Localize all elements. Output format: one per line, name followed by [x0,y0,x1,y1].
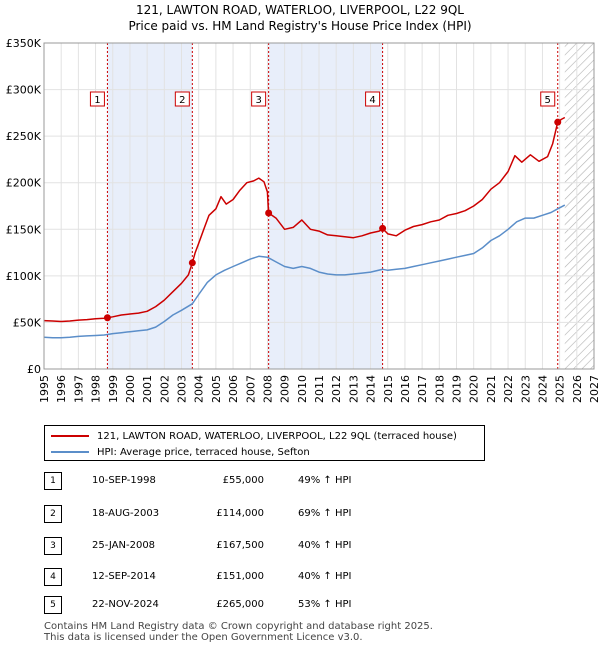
legend-item-property: 121, LAWTON ROAD, WATERLOO, LIVERPOOL, L… [51,428,457,444]
x-tick-label: 2017 [416,375,429,403]
x-tick-label: 2004 [193,375,206,403]
sale-price: £151,000 [216,571,264,582]
sale-price: £55,000 [222,475,264,486]
y-tick-label: £200K [6,177,42,190]
x-tick-label: 2026 [571,375,584,403]
table-row: 2 18-AUG-2003 £114,000 69% ↑ HPI [44,505,464,523]
sale-number-badge: 5 [44,596,62,614]
sale-hpi-change: 53% ↑ HPI [298,599,352,610]
x-tick-label: 2003 [176,375,189,403]
y-tick-label: £100K [6,270,42,283]
x-tick-label: 1999 [107,375,120,403]
sale-label: 3 [255,95,261,106]
x-tick-label: 2019 [451,375,464,403]
x-tick-label: 1995 [38,375,51,403]
y-tick-label: £50K [13,316,42,329]
x-tick-label: 2015 [382,375,395,403]
x-tick-label: 2007 [244,375,257,403]
sale-point [103,314,111,322]
y-tick-label: £0 [27,363,41,376]
sale-hpi-change: 69% ↑ HPI [298,508,352,519]
hpi-line [43,204,566,339]
x-tick-label: 2018 [433,375,446,403]
sale-price: £114,000 [216,508,264,519]
legend-label-property: 121, LAWTON ROAD, WATERLOO, LIVERPOOL, L… [97,430,457,442]
price-chart: 1 2 3 4 5 £0 £50K £100K £150K £200K £250K £300K £350… [6,37,600,403]
x-tick-label: 1997 [72,375,85,403]
x-tick-label: 2001 [141,375,154,403]
sale-number-badge: 1 [44,472,62,490]
x-tick-label: 2006 [227,375,240,403]
legend-item-hpi: HPI: Average price, terraced house, Seft… [51,444,310,460]
sale-point [188,259,196,267]
table-row: 5 22-NOV-2024 £265,000 53% ↑ HPI [44,596,464,614]
x-tick-label: 2020 [468,375,481,403]
sale-hpi-change: 40% ↑ HPI [298,540,352,551]
x-tick-label: 2027 [588,375,600,403]
sale-price: £167,500 [216,540,264,551]
x-tick-label: 2002 [158,375,171,403]
sale-date: 25-JAN-2008 [92,540,156,551]
x-tick-label: 2013 [347,375,360,403]
x-tick-label: 1996 [55,375,68,403]
shaded-period [268,43,383,369]
sale-point [379,224,387,232]
table-row: 4 12-SEP-2014 £151,000 40% ↑ HPI [44,568,464,586]
x-tick-label: 2005 [210,375,223,403]
sale-price: £265,000 [216,599,264,610]
x-tick-label: 2025 [554,375,567,403]
legend-label-hpi: HPI: Average price, terraced house, Seft… [97,446,310,458]
sale-label: 1 [94,95,100,106]
y-tick-label: £350K [6,37,42,50]
x-tick-label: 2012 [330,375,343,403]
chart-legend: 121, LAWTON ROAD, WATERLOO, LIVERPOOL, L… [44,425,485,461]
footer-licence: This data is licensed under the Open Gov… [44,632,363,643]
chart-subtitle: Price paid vs. HM Land Registry's House … [128,19,472,33]
sale-label-box [251,91,267,107]
sale-date: 12-SEP-2014 [92,571,156,582]
x-tick-label: 2024 [536,375,549,403]
y-tick-label: £250K [6,130,42,143]
table-row: 3 25-JAN-2008 £167,500 40% ↑ HPI [44,537,464,555]
sale-label-box [540,91,556,107]
sale-hpi-change: 49% ↑ HPI [298,475,352,486]
x-tick-label: 2009 [279,375,292,403]
x-tick-label: 2014 [365,375,378,403]
sale-number-badge: 4 [44,568,62,586]
footer-copyright: Contains HM Land Registry data © Crown c… [44,621,433,632]
chart-title: 121, LAWTON ROAD, WATERLOO, LIVERPOOL, L… [136,3,464,17]
x-tick-label: 2022 [502,375,515,403]
y-tick-label: £150K [6,223,42,236]
forecast-hatch [564,43,594,369]
legend-swatch-red [51,435,89,437]
sale-label-box [89,91,105,107]
x-tick-label: 2021 [485,375,498,403]
sale-number-badge: 3 [44,537,62,555]
property-price-line [43,116,566,323]
sale-hpi-change: 40% ↑ HPI [298,571,352,582]
x-tick-label: 2011 [313,375,326,403]
sale-date: 22-NOV-2024 [92,599,159,610]
sale-point [554,118,562,126]
plot-frame [43,42,595,370]
x-tick-label: 2023 [519,375,532,403]
y-tick-label: £300K [6,84,42,97]
x-tick-label: 2010 [296,375,309,403]
x-tick-label: 2000 [124,375,137,403]
sale-label: 2 [179,95,185,106]
sale-date: 10-SEP-1998 [92,475,156,486]
sale-label-box [365,91,381,107]
x-tick-label: 2008 [261,375,274,403]
x-tick-label: 1998 [90,375,103,403]
sale-point [265,209,273,217]
sale-label: 4 [369,95,375,106]
legend-swatch-blue [51,451,89,453]
sale-date: 18-AUG-2003 [92,508,160,519]
sale-number-badge: 2 [44,505,62,523]
x-tick-label: 2016 [399,375,412,403]
sale-label: 5 [545,95,551,106]
sale-label-box [174,91,190,107]
table-row: 1 10-SEP-1998 £55,000 49% ↑ HPI [44,472,464,490]
